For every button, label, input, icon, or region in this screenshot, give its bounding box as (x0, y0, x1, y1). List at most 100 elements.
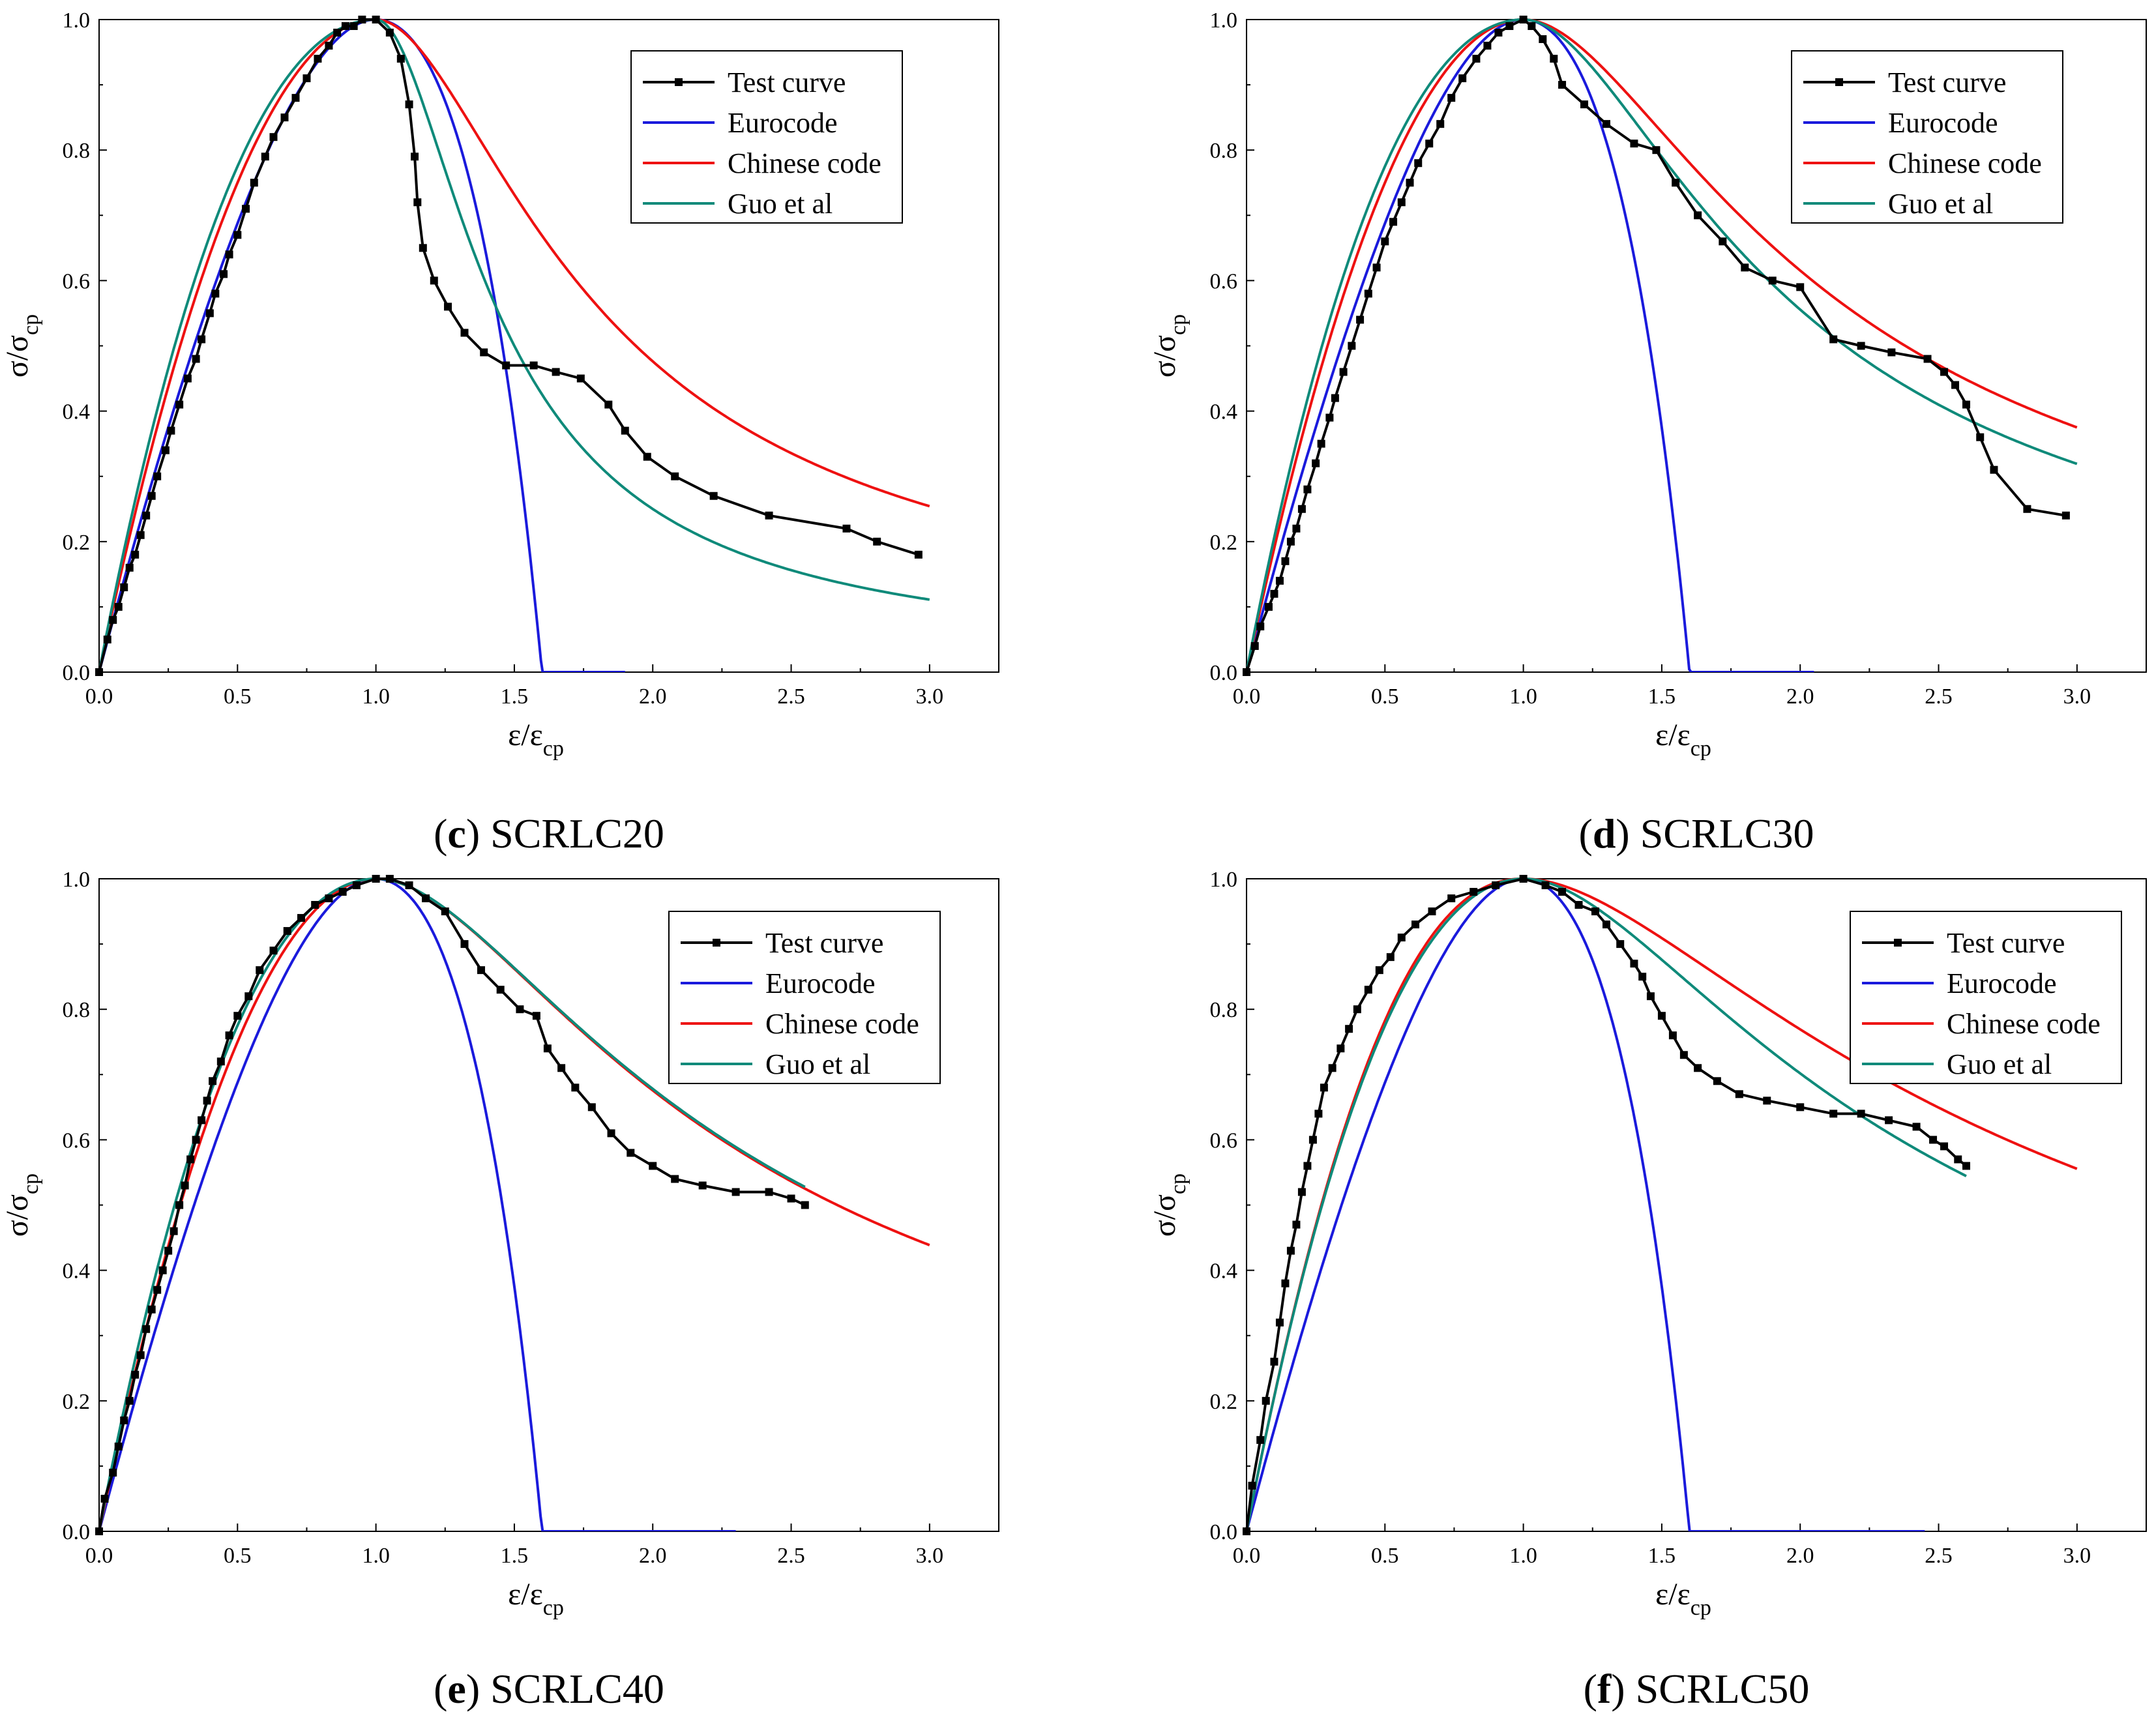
y-tick-label: 0.2 (1210, 1390, 1238, 1414)
test-curve-point (283, 927, 291, 935)
x-axis-label: ε/εcp (1655, 1577, 1711, 1620)
x-tick-label: 1.5 (501, 1544, 529, 1568)
y-tick-label: 0.0 (63, 1520, 91, 1544)
test-curve-point (419, 244, 427, 252)
test-curve-point (460, 329, 469, 337)
legend-entry: Guo et al (1947, 1048, 2052, 1080)
test-curve-point (205, 309, 214, 317)
y-axis-label: σ/σcp (1147, 1173, 1190, 1237)
test-curve-point (175, 400, 184, 409)
y-tick-label: 1.0 (1210, 8, 1238, 33)
y-tick-label: 0.0 (1210, 1520, 1238, 1544)
y-tick-label: 0.8 (63, 139, 91, 163)
test-curve-point (2061, 511, 2070, 520)
test-curve-point (120, 583, 128, 591)
test-curve-point (444, 302, 452, 311)
test-curve-point (873, 537, 881, 546)
legend-entry: Guo et al (728, 188, 833, 220)
test-curve-point (1397, 198, 1406, 207)
test-curve-point (709, 492, 718, 500)
test-curve-point (1375, 966, 1383, 975)
test-curve-point (621, 426, 629, 435)
test-curve-point (1763, 1097, 1771, 1105)
test-curve-point (604, 400, 613, 409)
test-curve-point (1591, 907, 1600, 916)
test-curve-point (142, 511, 151, 520)
caption-open-paren: ( (434, 1666, 447, 1712)
panel-caption: (c) SCRLC20 (434, 810, 664, 857)
test-curve-point (95, 1527, 103, 1535)
test-curve-point (2023, 505, 2031, 513)
test-curve-point (1694, 1064, 1702, 1072)
x-axis-label-sub: cp (1691, 737, 1711, 761)
y-axis-label: σ/σcp (0, 1173, 43, 1237)
test-curve-point (1386, 953, 1395, 962)
y-tick-label: 0.2 (1210, 531, 1238, 555)
test-curve-point (114, 1442, 123, 1451)
x-tick-label: 1.0 (1509, 685, 1537, 709)
legend-entry: Chinese code (728, 147, 881, 179)
test-curve-point (411, 153, 419, 161)
y-axis-label-sub: cp (19, 1173, 43, 1194)
test-curve-point (349, 22, 358, 31)
test-curve-point (1976, 433, 1985, 441)
test-curve-point (1519, 875, 1528, 883)
legend-entry: Test curve (728, 66, 846, 98)
chinese-code-series-line (1247, 877, 2078, 1531)
test-curve-point (1353, 1005, 1361, 1014)
test-curve-point (250, 179, 258, 187)
test-curve-point (532, 1012, 540, 1020)
x-tick-label: 0.0 (85, 685, 113, 709)
test-curve-point (170, 1227, 178, 1235)
test-curve-point (1483, 42, 1492, 50)
test-curve-point (441, 907, 449, 916)
legend-entry: Eurocode (1947, 967, 2057, 999)
test-curve-point (325, 894, 333, 903)
test-curve-point (529, 361, 538, 370)
x-axis-label: ε/εcp (1655, 718, 1711, 761)
legend-entry: Eurocode (728, 107, 838, 139)
test-curve-point (801, 1201, 809, 1209)
test-curve-point (1325, 413, 1334, 422)
legend-entry: Eurocode (1888, 107, 1998, 139)
test-curve-point (1887, 348, 1896, 357)
test-curve-point (167, 426, 175, 435)
test-curve-point (1940, 1142, 1949, 1151)
test-curve-point (372, 875, 380, 883)
legend-marker (675, 78, 683, 86)
test-curve-point (1829, 1110, 1838, 1118)
test-curve-point (1262, 1396, 1270, 1405)
y-tick-label: 0.4 (1210, 1259, 1238, 1284)
test-curve-point (1250, 641, 1259, 650)
x-tick-label: 1.0 (362, 685, 390, 709)
test-curve-point (233, 1012, 242, 1020)
test-curve-point (1381, 237, 1389, 246)
test-curve-point (269, 133, 278, 141)
panel-caption: (e) SCRLC40 (434, 1666, 664, 1712)
test-curve-point (1281, 1279, 1290, 1288)
test-curve-point (1672, 179, 1680, 187)
x-tick-label: 0.0 (85, 1544, 113, 1568)
test-curve-point (1558, 888, 1567, 896)
x-tick-label: 0.0 (1233, 685, 1261, 709)
test-curve-point (787, 1194, 795, 1203)
legend-entry: Test curve (1947, 927, 2065, 959)
guo-series-line (1247, 877, 1967, 1531)
test-curve-point (1336, 1044, 1345, 1053)
caption-open-paren: ( (1579, 810, 1593, 857)
test-curve-point (1962, 400, 1970, 409)
test-curve-point (1857, 342, 1865, 350)
test-curve-point (1314, 1110, 1323, 1118)
y-tick-label: 0.8 (63, 998, 91, 1022)
panels: 0.0 0.5 1.0 1.5 2.0 2.5 3.0 0.0 0.2 0.4 0.6 0.8 1.0 ε… (0, 8, 2147, 1712)
test-curve-point (233, 231, 242, 239)
caption-close-paren: ) (1611, 1666, 1625, 1712)
test-curve-point (1857, 1110, 1865, 1118)
test-curve-point (765, 1188, 773, 1196)
test-curve-point (1912, 1123, 1921, 1131)
test-curve-point (1528, 22, 1536, 31)
test-curve-point (186, 1155, 195, 1164)
test-curve-point (1741, 263, 1749, 272)
test-curve-point (543, 1044, 552, 1053)
